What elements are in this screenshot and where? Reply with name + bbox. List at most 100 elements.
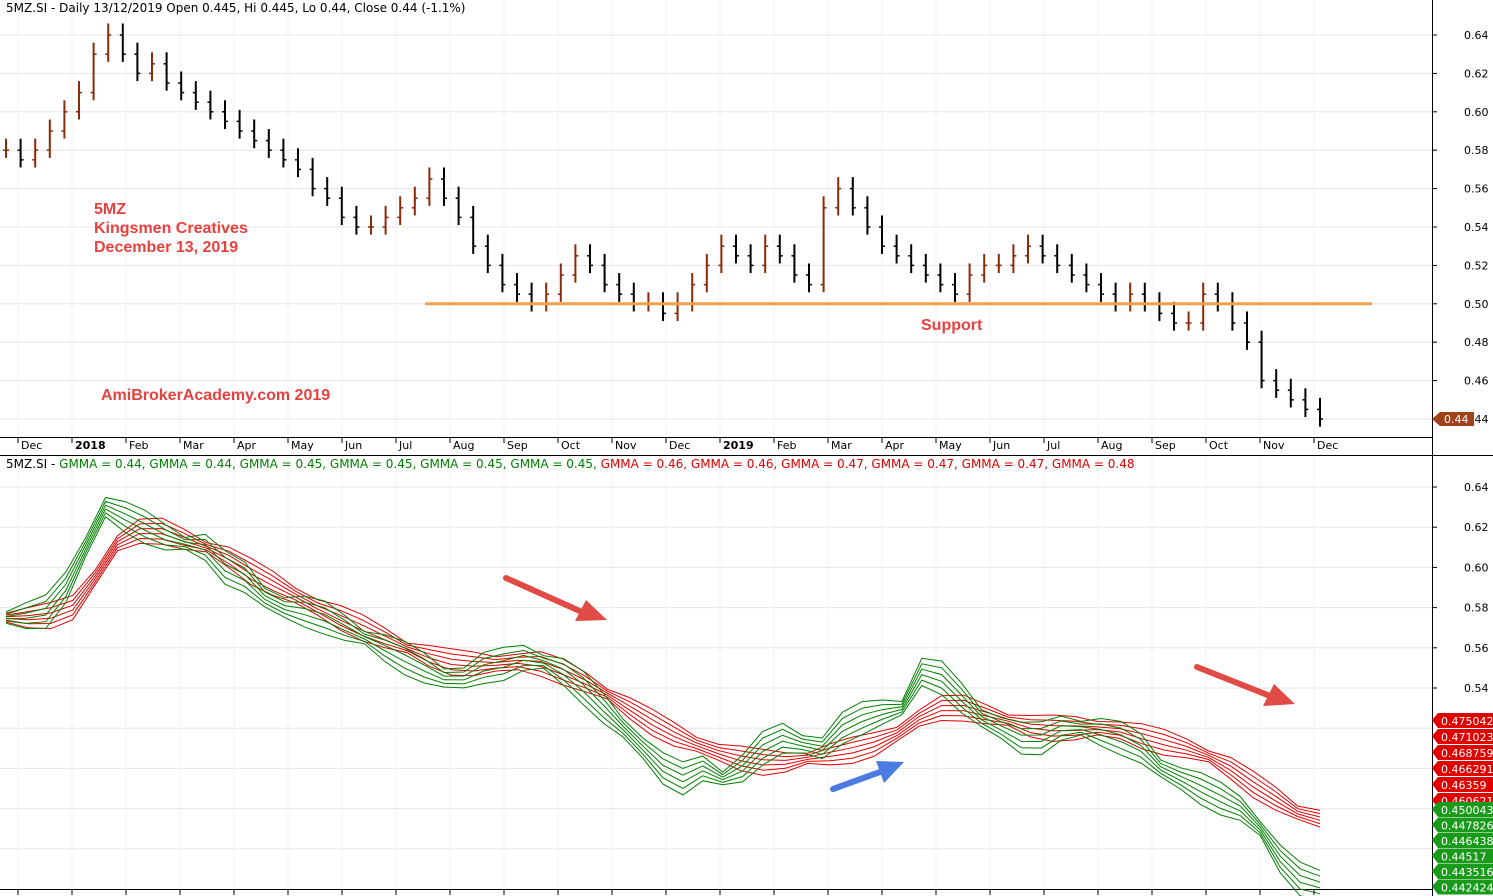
price-x-tick-label: Dec	[21, 439, 42, 452]
gmma-header-value: GMMA = 0.47,	[871, 457, 961, 471]
gmma-header-value: GMMA = 0.45,	[240, 457, 330, 471]
gmma-short-badge: 0.442424	[1432, 879, 1493, 895]
price-x-tick-label: Jul	[1046, 439, 1060, 452]
gmma-short-line	[5, 496, 1321, 871]
price-x-tick-label: Dec	[669, 439, 690, 452]
gmma-short-line	[5, 515, 1304, 896]
price-y-tick-label: 0.64	[1464, 29, 1489, 42]
price-x-tick-label: Feb	[129, 439, 148, 452]
price-x-tick-label: Jun	[344, 439, 362, 452]
svg-text:0.44517: 0.44517	[1441, 851, 1487, 864]
price-y-tick-label: 0.54	[1464, 221, 1489, 234]
price-x-tick-label: May	[291, 439, 314, 452]
price-x-tick-label: Apr	[237, 439, 257, 452]
price-x-tick-label: Aug	[1101, 439, 1122, 452]
indicator-y-tick-label: 0.58	[1464, 602, 1489, 615]
price-y-tick-label: 0.48	[1464, 336, 1489, 349]
indicator-y-tick-label: 0.54	[1464, 682, 1489, 695]
indicator-y-tick-label: 0.64	[1464, 481, 1489, 494]
svg-text:0.468759: 0.468759	[1441, 747, 1493, 760]
gmma-header-value: GMMA = 0.47,	[781, 457, 871, 471]
gmma-short-badge: 0.446438	[1432, 833, 1493, 848]
gmma-header-value: GMMA = 0.44,	[59, 457, 149, 471]
price-x-tick-label: Oct	[561, 439, 581, 452]
annotation-company: Kingsmen Creatives	[94, 220, 248, 237]
gmma-short-badge: 0.450043	[1432, 802, 1493, 817]
gmma-long-badge: 0.475042	[1432, 713, 1493, 728]
price-x-tick-label: Jul	[398, 439, 412, 452]
annotation-support: Support	[921, 317, 983, 334]
price-x-tick-label: 2019	[723, 439, 754, 452]
svg-text:0.46359: 0.46359	[1441, 779, 1487, 792]
gmma-header-value: GMMA = 0.44,	[149, 457, 239, 471]
indicator-y-tick-label: 0.60	[1464, 561, 1489, 574]
gmma-lines	[5, 496, 1321, 896]
annotation-date: December 13, 2019	[94, 239, 238, 256]
price-x-tick-label: Feb	[777, 439, 796, 452]
indicator-y-tick-label: 0.62	[1464, 521, 1489, 534]
price-bars	[3, 23, 1323, 427]
price-y-tick-label: 0.46	[1464, 375, 1489, 388]
svg-text:0.442424: 0.442424	[1441, 882, 1493, 895]
price-y-tick-label: 0.52	[1464, 259, 1489, 272]
price-y-tick-label: 0.50	[1464, 298, 1489, 311]
gmma-long-badge: 0.46359	[1432, 777, 1493, 792]
svg-text:0.446438: 0.446438	[1441, 835, 1493, 848]
svg-text:0.450043: 0.450043	[1441, 804, 1493, 817]
price-x-tick-label: Mar	[183, 439, 204, 452]
price-x-tick-label: Dec	[1317, 439, 1338, 452]
price-header: 5MZ.SI - Daily 13/12/2019 Open 0.445, Hi…	[6, 1, 466, 15]
price-x-tick-label: May	[939, 439, 962, 452]
price-y-tick-label: 0.56	[1464, 183, 1489, 196]
price-x-tick-label: Oct	[1209, 439, 1229, 452]
gmma-header-value: GMMA = 0.46,	[691, 457, 781, 471]
gmma-long-line	[5, 537, 1321, 825]
price-y-tick-label: 0.62	[1464, 67, 1489, 80]
indicator-header: 5MZ.SI - GMMA = 0.44, GMMA = 0.44, GMMA …	[6, 457, 1135, 471]
gmma-header-value: GMMA = 0.45,	[420, 457, 510, 471]
arrow-blue	[830, 761, 904, 792]
price-x-tick-label: Apr	[885, 439, 905, 452]
gmma-long-badge: 0.468759	[1432, 745, 1493, 760]
price-x-tick-label: 2018	[75, 439, 106, 452]
gmma-short-line	[5, 504, 1321, 883]
svg-text:0.443516: 0.443516	[1441, 866, 1493, 879]
svg-text:0.44: 0.44	[1444, 413, 1469, 426]
gmma-long-badge: 0.466291	[1432, 761, 1493, 776]
indicator-y-tick-label: 0.56	[1464, 642, 1489, 655]
price-x-tick-label: Sep	[1155, 439, 1176, 452]
price-x-tick-label: Aug	[453, 439, 474, 452]
gmma-header-value: GMMA = 0.48	[1052, 457, 1135, 471]
gmma-header-value: GMMA = 0.45,	[330, 457, 420, 471]
gmma-header-value: GMMA = 0.47,	[962, 457, 1052, 471]
gmma-long-badge: 0.471023	[1432, 729, 1493, 744]
gmma-short-badge: 0.443516	[1432, 864, 1493, 879]
price-x-tick-label: Nov	[615, 439, 637, 452]
price-x-tick-label: Nov	[1263, 439, 1285, 452]
price-x-tick-label: Jun	[992, 439, 1010, 452]
svg-text:0.475042: 0.475042	[1441, 715, 1493, 728]
gmma-short-badge: 0.44517	[1432, 848, 1493, 864]
last-price-badge: 0.44	[1432, 412, 1474, 426]
svg-text:0.466291: 0.466291	[1441, 763, 1493, 776]
svg-text:0.447826: 0.447826	[1441, 820, 1493, 833]
gmma-long-line	[5, 528, 1321, 818]
gmma-short-line	[5, 508, 1321, 889]
price-x-tick-label: Mar	[831, 439, 852, 452]
annotation-site: AmiBrokerAcademy.com 2019	[101, 387, 330, 404]
arrow-red-1	[503, 575, 607, 621]
annotation-ticker: 5MZ	[94, 201, 126, 218]
gmma-header-value: GMMA = 0.46,	[601, 457, 691, 471]
gmma-short-badge: 0.447826	[1432, 817, 1493, 833]
gmma-short-line	[5, 500, 1321, 877]
gmma-long-line	[5, 517, 1321, 811]
svg-text:0.471023: 0.471023	[1441, 731, 1493, 744]
price-y-tick-label: 0.60	[1464, 106, 1489, 119]
price-y-tick-label: 0.58	[1464, 144, 1489, 157]
gmma-short-line	[5, 512, 1321, 895]
arrow-red-2	[1194, 664, 1295, 706]
price-x-tick-label: Sep	[507, 439, 528, 452]
gmma-header-value: GMMA = 0.45,	[510, 457, 600, 471]
indicator-header-prefix: 5MZ.SI -	[6, 457, 59, 471]
